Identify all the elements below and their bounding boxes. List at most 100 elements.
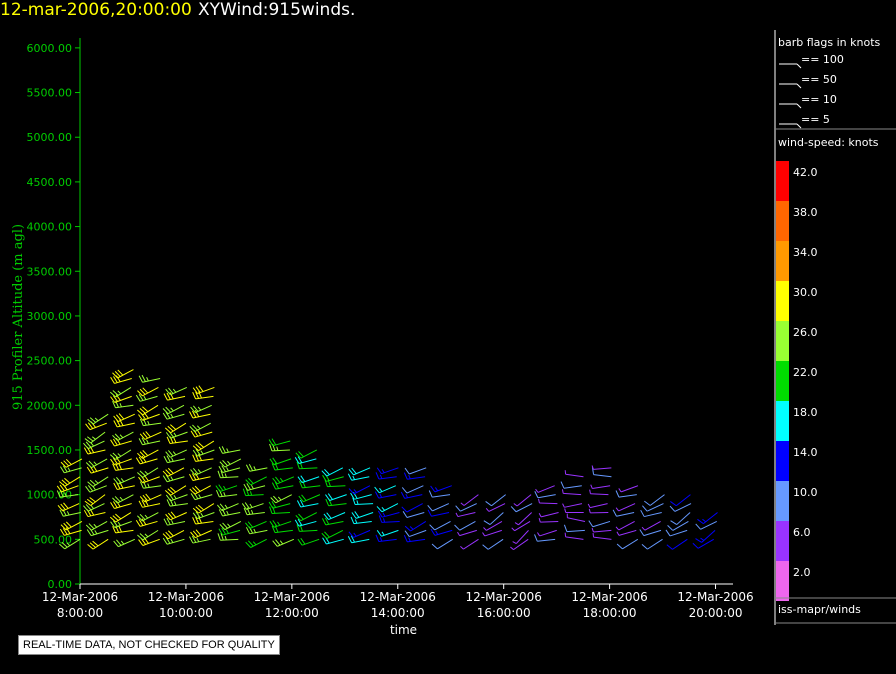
barb-feather — [588, 520, 594, 527]
barb-feather — [167, 467, 174, 474]
wind-profile — [665, 494, 692, 550]
barb-feather — [300, 537, 306, 545]
barb-feather — [112, 515, 119, 521]
barb-feather — [217, 533, 221, 541]
barb-feather — [192, 507, 199, 514]
barb-feather — [190, 406, 196, 413]
barb-feather — [83, 505, 89, 512]
barb-feather — [219, 523, 226, 530]
barb-feather — [84, 500, 91, 506]
barb-feather — [327, 493, 333, 500]
barb-shaft — [672, 538, 688, 550]
barb-feather — [697, 518, 704, 525]
barb-feather — [168, 450, 174, 457]
barb-feather — [110, 458, 116, 466]
barb-feather — [430, 485, 436, 493]
barb-shaft — [167, 404, 185, 415]
barb-feather — [326, 512, 332, 519]
barb-feather — [192, 405, 199, 412]
wind-profile — [135, 374, 162, 546]
barb-feather — [195, 529, 202, 536]
barb-shaft — [166, 413, 185, 420]
barb-feather — [170, 424, 177, 430]
barb-feather — [139, 433, 146, 440]
barb-half-feather — [66, 542, 71, 547]
barb-shaft — [275, 494, 292, 504]
barb-half-feather — [589, 489, 591, 494]
barb-shaft — [62, 503, 80, 512]
barb-shaft — [622, 538, 639, 550]
barb-shaft — [409, 529, 427, 538]
barb-feather — [219, 503, 226, 510]
barb-shaft — [589, 503, 608, 509]
barb-feather — [324, 517, 330, 525]
barb-half-feather — [511, 527, 515, 532]
wind-profile — [454, 494, 479, 550]
barb-feather — [165, 537, 171, 544]
barb-feather — [137, 534, 144, 541]
barb-half-feather — [379, 487, 383, 492]
barb-feather — [294, 457, 300, 464]
barb-feather — [299, 499, 305, 507]
barb-shaft — [353, 485, 371, 495]
barb-feather — [162, 470, 169, 477]
barb-feather — [87, 422, 94, 429]
barb-feather — [138, 414, 144, 421]
barb-half-feather — [537, 532, 541, 537]
barb-half-feather — [382, 518, 386, 523]
barb-feather — [274, 481, 280, 489]
wind-profile — [109, 369, 135, 548]
barb-half-feather — [117, 521, 121, 526]
barb-half-feather — [249, 503, 253, 508]
barb-feather — [165, 451, 171, 458]
barb-half-feather — [250, 509, 254, 515]
barb-feather — [116, 476, 122, 484]
barb-feather — [321, 532, 328, 539]
barb-half-feather — [434, 487, 439, 492]
barb-shaft — [328, 512, 346, 521]
x-tick-time: 10:00:00 — [159, 606, 213, 620]
barb-feather — [189, 426, 196, 432]
barb-feather — [63, 460, 70, 467]
barb-feather — [114, 433, 121, 440]
barb-shaft — [593, 529, 612, 533]
barb-shaft — [406, 503, 423, 513]
barb-feather — [145, 431, 151, 438]
y-tick-label: 1500.00 — [27, 444, 73, 457]
barb-feather — [113, 540, 119, 547]
barb-feather — [137, 409, 144, 416]
barb-feather — [272, 520, 278, 527]
barb-feather — [114, 371, 121, 377]
barb-feather — [352, 497, 356, 505]
barb-half-feather — [538, 498, 540, 504]
barb-feather — [88, 523, 95, 530]
barb-feather — [192, 487, 198, 494]
barb-feather — [109, 454, 117, 460]
speed-legend-label: 38.0 — [793, 206, 818, 219]
x-tick-date: 12-Mar-2006 — [254, 590, 330, 604]
color-swatch — [776, 161, 789, 201]
barb-feather — [87, 484, 94, 492]
barb-shaft — [220, 538, 239, 541]
barb-feather — [87, 436, 94, 442]
x-tick-date: 12-Mar-2006 — [42, 590, 118, 604]
barb-half-feather — [119, 402, 122, 408]
barb-feather — [112, 497, 118, 504]
barb-feather — [141, 374, 146, 382]
barb-feather — [86, 466, 92, 474]
barb-shaft — [222, 449, 241, 454]
color-swatch — [776, 361, 789, 401]
barb-half-feather — [66, 511, 70, 516]
barb-feather — [272, 540, 278, 547]
barb-shaft — [669, 529, 688, 537]
barb-feather — [112, 395, 118, 402]
barb-feather — [89, 417, 96, 423]
barb-feather — [215, 489, 220, 498]
barb-half-feather — [94, 530, 98, 535]
barb-half-feather — [379, 474, 383, 479]
barb-feather — [563, 524, 568, 532]
x-tick-time: 14:00:00 — [371, 606, 425, 620]
barb-shaft — [564, 503, 583, 508]
barb-feather — [270, 497, 277, 504]
barb-feather — [192, 530, 199, 537]
